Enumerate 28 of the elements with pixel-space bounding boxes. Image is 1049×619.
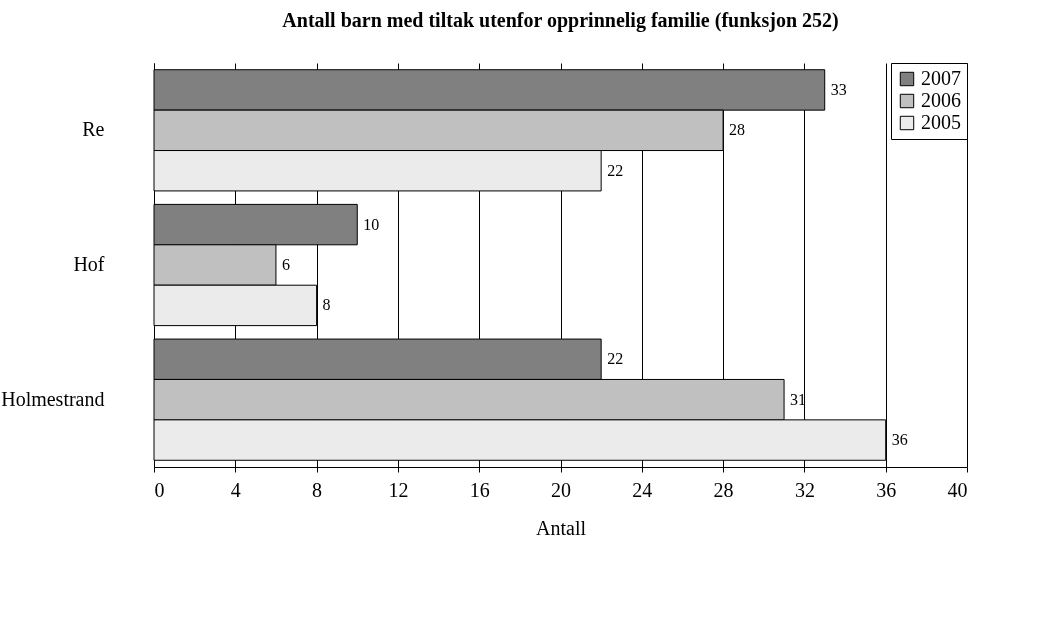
chart-title: Antall barn med tiltak utenfor opprinnelig familie (funksjon 252) [282, 8, 839, 32]
data-label: 33 [830, 80, 847, 98]
x-tick-label: 40 [947, 478, 968, 501]
x-tick-label: 20 [551, 478, 571, 501]
x-tick-label: 12 [388, 478, 409, 501]
legend-label: 2006 [921, 89, 961, 111]
data-label: 22 [607, 161, 624, 179]
legend-label: 2005 [921, 111, 961, 133]
x-tick-label: 32 [794, 478, 815, 501]
data-label: 8 [322, 296, 331, 314]
y-tick-label: Holmestrand [1, 387, 105, 410]
x-tick-label: 0 [154, 478, 165, 501]
x-tick-label: 8 [312, 478, 323, 501]
legend-label: 2007 [921, 67, 961, 89]
y-tick-label: Hof [73, 253, 105, 275]
data-label: 36 [891, 431, 908, 449]
x-tick-label: 16 [469, 478, 490, 501]
data-label: 10 [363, 215, 380, 233]
data-label: 22 [607, 350, 624, 368]
y-tick-label: Re [82, 118, 105, 141]
x-tick-label: 28 [713, 478, 734, 501]
x-tick-label: 24 [632, 478, 653, 501]
x-axis-title: Antall [536, 516, 587, 539]
data-label: 31 [790, 390, 807, 408]
data-label: 6 [281, 256, 290, 273]
x-tick-label: 4 [230, 478, 241, 501]
x-tick-label: 36 [876, 478, 897, 501]
data-label: 28 [729, 121, 746, 139]
